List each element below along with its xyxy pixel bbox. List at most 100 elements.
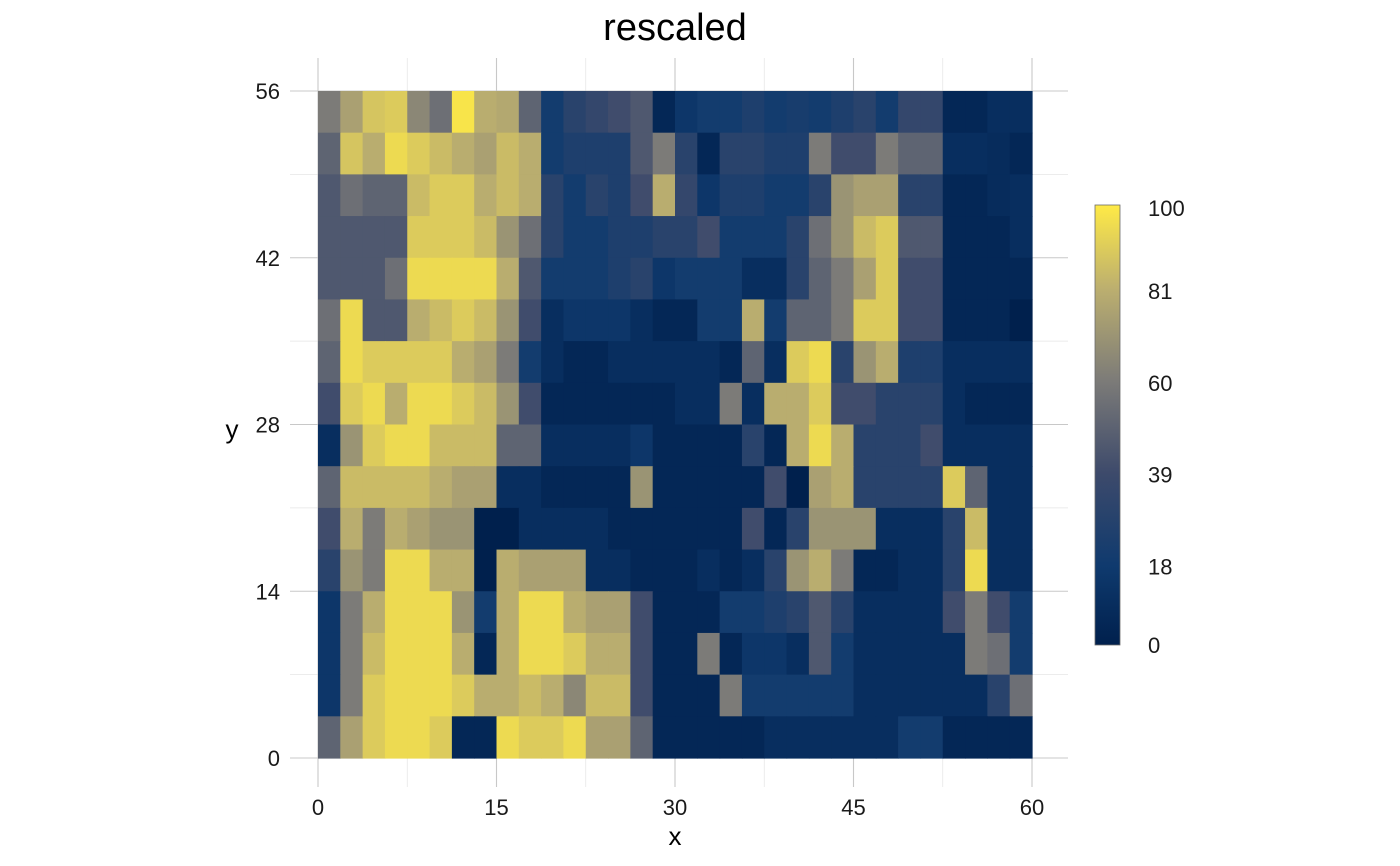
heatmap-cell bbox=[697, 507, 721, 551]
heatmap-cell bbox=[496, 424, 520, 467]
heatmap-cell bbox=[719, 257, 743, 301]
heatmap-cell bbox=[786, 716, 810, 759]
heatmap-cell bbox=[719, 91, 743, 134]
heatmap-cell bbox=[987, 257, 1011, 301]
heatmap-cell bbox=[853, 299, 877, 342]
heatmap-cell bbox=[831, 299, 855, 342]
heatmap-cell bbox=[875, 591, 899, 634]
heatmap-cell bbox=[474, 632, 498, 676]
heatmap-cell bbox=[808, 299, 832, 342]
heatmap-cell bbox=[318, 466, 341, 509]
x-tick-label: 60 bbox=[1020, 795, 1044, 820]
heatmap-cell bbox=[407, 299, 431, 342]
heatmap-cell bbox=[451, 132, 475, 175]
heatmap-cell bbox=[340, 549, 364, 592]
heatmap-cell bbox=[875, 382, 899, 426]
heatmap-cell bbox=[384, 674, 408, 717]
heatmap-cell bbox=[429, 632, 453, 676]
heatmap-cell bbox=[407, 549, 431, 592]
heatmap-cell bbox=[764, 382, 788, 426]
heatmap-cell bbox=[764, 216, 788, 259]
heatmap-cell bbox=[541, 466, 565, 509]
heatmap-cell bbox=[697, 382, 721, 426]
heatmap-cell bbox=[518, 341, 542, 384]
heatmap-cell bbox=[675, 341, 698, 384]
heatmap-cell bbox=[518, 257, 542, 301]
heatmap-cell bbox=[451, 424, 475, 467]
heatmap-cell bbox=[675, 549, 698, 592]
heatmap-cell bbox=[853, 341, 877, 384]
heatmap-cell bbox=[451, 632, 475, 676]
heatmap-cell bbox=[831, 341, 855, 384]
y-tick-label: 14 bbox=[256, 579, 280, 604]
heatmap-cell bbox=[384, 424, 408, 467]
heatmap-cell bbox=[808, 174, 832, 217]
heatmap-cell bbox=[675, 299, 698, 342]
heatmap-cell bbox=[987, 632, 1011, 676]
heatmap-cell bbox=[741, 382, 765, 426]
heatmap-cell bbox=[965, 216, 988, 259]
heatmap-cell bbox=[764, 674, 788, 717]
heatmap-cell bbox=[496, 674, 520, 717]
heatmap-cell bbox=[1009, 424, 1033, 467]
heatmap-cell bbox=[318, 257, 341, 301]
heatmap-cell bbox=[675, 91, 698, 134]
heatmap-cell bbox=[808, 591, 832, 634]
heatmap-cell bbox=[965, 341, 988, 384]
heatmap-cell bbox=[965, 299, 988, 342]
heatmap-cell bbox=[362, 341, 386, 384]
heatmap-cell bbox=[429, 549, 453, 592]
heatmap-cell bbox=[920, 424, 944, 467]
heatmap-cell bbox=[496, 466, 520, 509]
heatmap-cell bbox=[496, 132, 520, 175]
heatmap-cell bbox=[831, 549, 855, 592]
heatmap-cell bbox=[942, 632, 966, 676]
heatmap-cell bbox=[362, 716, 386, 759]
heatmap-cell bbox=[898, 216, 922, 259]
heatmap-cell bbox=[362, 591, 386, 634]
heatmap-cell bbox=[630, 632, 654, 676]
heatmap-cell bbox=[853, 549, 877, 592]
heatmap-cell bbox=[340, 341, 364, 384]
heatmap-cell bbox=[585, 91, 609, 134]
heatmap-cell bbox=[429, 257, 453, 301]
heatmap-cell bbox=[853, 424, 877, 467]
heatmap-cell bbox=[563, 216, 587, 259]
heatmap-cell bbox=[563, 341, 587, 384]
heatmap-cell bbox=[563, 591, 587, 634]
heatmap-cell bbox=[853, 174, 877, 217]
heatmap-cell bbox=[741, 674, 765, 717]
heatmap-cell bbox=[831, 91, 855, 134]
heatmap-cell bbox=[920, 132, 944, 175]
heatmap-cell bbox=[541, 216, 565, 259]
heatmap-cell bbox=[741, 216, 765, 259]
heatmap-cell bbox=[585, 341, 609, 384]
heatmap-cell bbox=[786, 466, 810, 509]
heatmap-cell bbox=[318, 507, 341, 551]
heatmap-cell bbox=[451, 341, 475, 384]
heatmap-cell bbox=[630, 382, 654, 426]
heatmap-cell bbox=[987, 716, 1011, 759]
heatmap-cell bbox=[965, 382, 988, 426]
heatmap-cell bbox=[764, 591, 788, 634]
heatmap-cell bbox=[496, 591, 520, 634]
heatmap-cell bbox=[585, 382, 609, 426]
heatmap-cell bbox=[318, 674, 341, 717]
heatmap-cell bbox=[808, 674, 832, 717]
heatmap-cell bbox=[362, 549, 386, 592]
heatmap-cell bbox=[429, 216, 453, 259]
heatmap-cell bbox=[875, 299, 899, 342]
heatmap-cell bbox=[808, 341, 832, 384]
heatmap-cell bbox=[608, 341, 631, 384]
heatmap-cell bbox=[987, 382, 1011, 426]
heatmap-cell bbox=[831, 632, 855, 676]
heatmap-cell bbox=[340, 257, 364, 301]
heatmap-cell bbox=[474, 507, 498, 551]
heatmap-cell bbox=[518, 216, 542, 259]
heatmap-cell bbox=[429, 132, 453, 175]
heatmap-cell bbox=[652, 466, 676, 509]
heatmap-cell bbox=[518, 466, 542, 509]
heatmap-cell bbox=[451, 299, 475, 342]
heatmap-cell bbox=[496, 216, 520, 259]
heatmap-cell bbox=[652, 632, 676, 676]
